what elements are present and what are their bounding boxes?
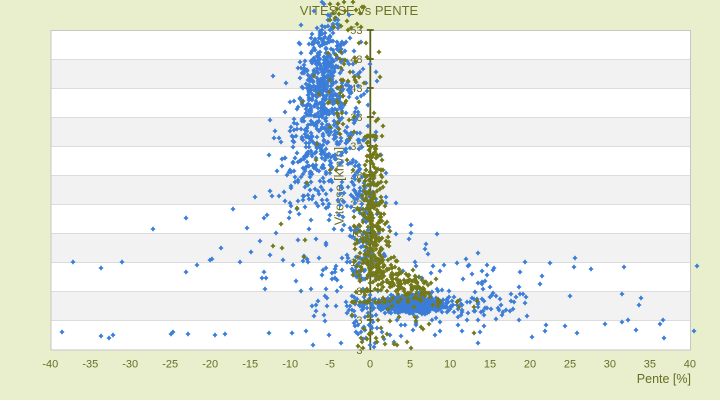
- svg-text:-10: -10: [282, 359, 298, 371]
- svg-text:VITESSE vs PENTE: VITESSE vs PENTE: [300, 3, 419, 18]
- svg-text:0: 0: [367, 359, 373, 371]
- svg-text:15: 15: [484, 359, 496, 371]
- svg-text:8: 8: [356, 286, 362, 298]
- svg-text:-25: -25: [162, 359, 178, 371]
- svg-text:-5: -5: [325, 359, 335, 371]
- svg-text:-30: -30: [122, 359, 138, 371]
- svg-text:-20: -20: [202, 359, 218, 371]
- svg-text:25: 25: [564, 359, 576, 371]
- svg-text:-15: -15: [242, 359, 258, 371]
- svg-text:40: 40: [684, 359, 696, 371]
- svg-text:20: 20: [524, 359, 536, 371]
- svg-text:3: 3: [356, 315, 362, 327]
- svg-text:35: 35: [644, 359, 656, 371]
- svg-text:10: 10: [444, 359, 456, 371]
- svg-text:Pente [%]: Pente [%]: [637, 372, 691, 386]
- svg-text:-40: -40: [42, 359, 58, 371]
- svg-text:5: 5: [407, 359, 413, 371]
- svg-text:30: 30: [604, 359, 616, 371]
- svg-text:-35: -35: [82, 359, 98, 371]
- svg-text:3: 3: [356, 345, 362, 357]
